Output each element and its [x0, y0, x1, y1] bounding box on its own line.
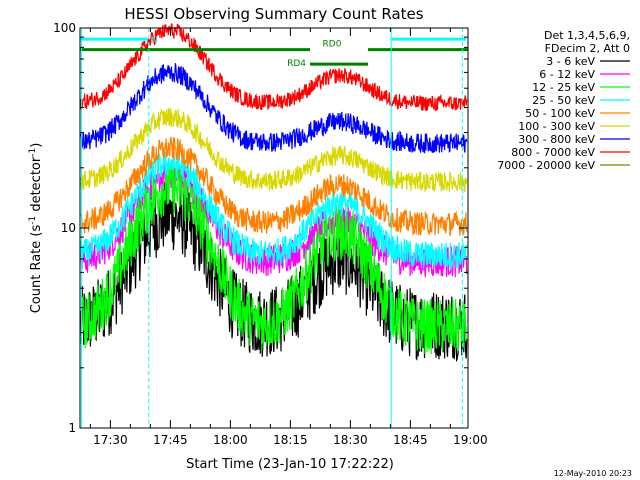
x-tick-label-5: 18:45	[393, 433, 428, 447]
series-line-2	[80, 160, 468, 355]
series-line-4	[80, 136, 468, 237]
legend-label-8: 7000 - 20000 keV	[497, 159, 595, 172]
series-line-3	[80, 149, 468, 270]
y-tick-label-0: 1	[68, 421, 76, 435]
legend-label-2: 12 - 25 keV	[532, 81, 595, 94]
series-line-6	[80, 63, 468, 154]
legend-header-line-1: Det 1,3,4,5,6,9,	[544, 29, 630, 42]
legend-label-6: 300 - 800 keV	[518, 133, 595, 146]
chart-title: HESSI Observing Summary Count Rates	[124, 5, 423, 23]
axes: 17:30 17:45 18:00 18:15 18:30 18:45 19:00 1 10 10…	[53, 21, 488, 447]
night-flag-label: N	[151, 36, 158, 46]
legend-label-1: 6 - 12 keV	[539, 68, 595, 81]
x-tick-label-6: 19:00	[453, 433, 488, 447]
rd0-label: RD0	[323, 40, 342, 50]
y-axis-label: Count Rate (s-1 detector-1)	[28, 143, 44, 314]
x-tick-label-0: 17:30	[93, 433, 128, 447]
series-line-7	[80, 23, 468, 112]
rd4-label: RD4	[287, 59, 306, 69]
series-line-5	[80, 107, 468, 193]
x-tick-label-3: 18:15	[273, 433, 308, 447]
legend-label-5: 100 - 300 keV	[518, 120, 595, 133]
legend-label-4: 50 - 100 keV	[525, 107, 595, 120]
legend: Det 1,3,4,5,6,9, FDecim 2, Att 0 3 - 6 k…	[497, 29, 630, 172]
legend-label-0: 3 - 6 keV	[546, 55, 595, 68]
y-tick-label-1: 10	[61, 221, 76, 235]
x-axis-label: Start Time (23-Jan-10 17:22:22)	[186, 457, 394, 472]
x-tick-label-2: 18:00	[213, 433, 248, 447]
date-stamp: 12-May-2010 20:23	[554, 469, 632, 478]
series-line-0	[80, 181, 468, 363]
legend-header-line-2: FDecim 2, Att 0	[545, 42, 630, 55]
y-tick-label-2: 100	[53, 21, 76, 35]
x-tick-label-1: 17:45	[153, 433, 188, 447]
legend-label-7: 800 - 7000 keV	[511, 146, 595, 159]
legend-label-3: 25 - 50 keV	[532, 94, 595, 107]
x-tick-label-4: 18:30	[333, 433, 368, 447]
